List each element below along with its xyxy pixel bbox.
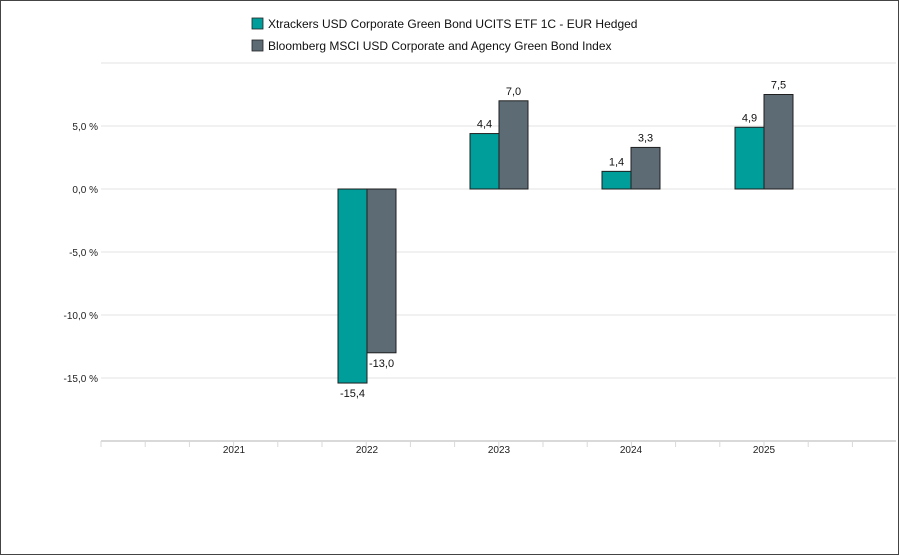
x-axis: 2021 2022 2023 2024 2025 <box>100 440 896 456</box>
bar-index-2022 <box>366 188 397 354</box>
data-label: 4,4 <box>477 119 492 131</box>
legend-label-etf: Xtrackers USD Corporate Green Bond UCITS… <box>268 17 637 31</box>
y-tick-label: -15,0 % <box>64 374 99 385</box>
bar-etf-2024 <box>601 170 632 190</box>
x-tick-label: 2022 <box>356 445 379 456</box>
bar-etf-2025 <box>734 126 765 190</box>
data-label: 3,3 <box>638 132 653 144</box>
bar-etf-2023 <box>469 133 500 190</box>
legend: Xtrackers USD Corporate Green Bond UCITS… <box>251 17 637 53</box>
bar-etf-2022 <box>337 188 368 384</box>
x-tick-label: 2021 <box>223 445 246 456</box>
data-labels: -15,4 -13,0 4,4 7,0 1,4 3,3 4,9 7,5 <box>340 80 786 401</box>
y-axis-tick-labels: 5,0 % 0,0 % -5,0 % -10,0 % -15,0 % <box>64 122 99 385</box>
bars <box>337 94 794 384</box>
y-tick-label: 5,0 % <box>72 122 98 133</box>
data-label: -13,0 <box>369 358 394 370</box>
x-tick-label: 2024 <box>620 445 643 456</box>
bar-index-2024 <box>630 146 661 190</box>
data-label: 4,9 <box>742 112 757 124</box>
x-tick-label: 2025 <box>753 445 776 456</box>
y-tick-label: -10,0 % <box>64 311 99 322</box>
legend-label-index: Bloomberg MSCI USD Corporate and Agency … <box>268 39 612 53</box>
data-label: 7,5 <box>771 80 786 92</box>
bar-index-2025 <box>763 94 794 190</box>
data-label: -15,4 <box>340 388 365 400</box>
x-tick-label: 2023 <box>488 445 511 456</box>
legend-swatch-index <box>251 39 264 52</box>
bar-index-2023 <box>498 100 529 190</box>
y-tick-label: -5,0 % <box>69 248 98 259</box>
legend-swatch-etf <box>251 17 264 30</box>
y-tick-label: 0,0 % <box>72 185 98 196</box>
data-label: 7,0 <box>506 86 521 98</box>
data-label: 1,4 <box>609 156 624 168</box>
